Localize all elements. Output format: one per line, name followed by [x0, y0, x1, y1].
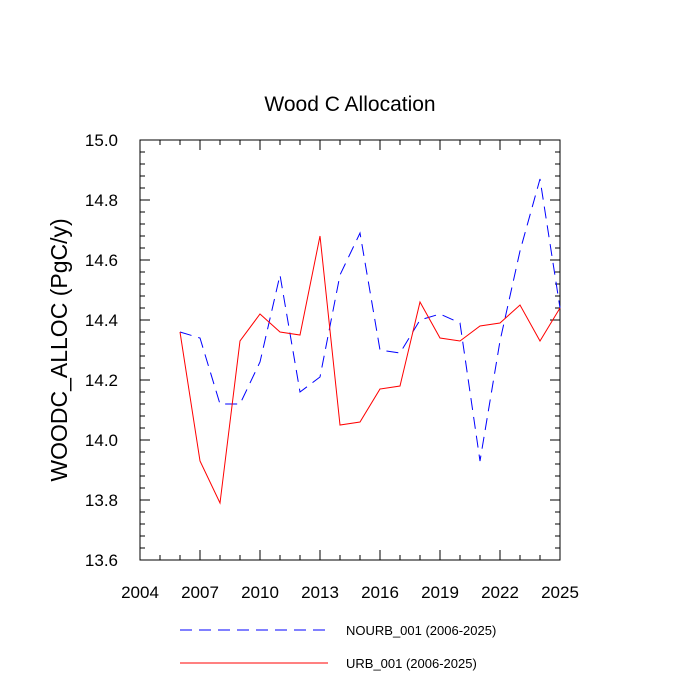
data-point-0 [499, 340, 502, 343]
data-point-0 [419, 319, 422, 322]
data-point-1 [319, 235, 322, 238]
y-tick-label: 13.6 [85, 551, 118, 570]
x-tick-label: 2004 [121, 583, 159, 602]
plot-frame [139, 139, 561, 561]
data-point-1 [219, 502, 222, 505]
y-tick-label: 14.2 [85, 371, 118, 390]
plot-area: 2004 2007 2010 2013 2016 2019 2022 2025 13.6 13.8… [85, 131, 579, 671]
data-point-1 [459, 340, 462, 343]
data-point-1 [299, 334, 302, 337]
data-point-0 [339, 274, 342, 277]
data-point-0 [519, 250, 522, 253]
data-point-1 [239, 340, 242, 343]
data-point-0 [319, 376, 322, 379]
data-point-0 [279, 274, 282, 277]
data-point-1 [539, 340, 542, 343]
data-point-1 [279, 331, 282, 334]
x-tick-label: 2019 [421, 583, 459, 602]
data-point-0 [359, 232, 362, 235]
data-point-1 [499, 322, 502, 325]
data-point-0 [479, 460, 482, 463]
series-line-0 [179, 178, 561, 462]
data-point-0 [439, 313, 442, 316]
data-point-1 [179, 331, 182, 334]
data-point-0 [299, 391, 302, 394]
data-point-1 [519, 304, 522, 307]
data-point-0 [399, 352, 402, 355]
y-tick-label: 14.0 [85, 431, 118, 450]
y-tick-label: 14.6 [85, 251, 118, 270]
data-point-1 [259, 313, 262, 316]
data-point-0 [239, 403, 242, 406]
data-point-1 [379, 388, 382, 391]
x-tick-label: 2013 [301, 583, 339, 602]
data-point-0 [379, 349, 382, 352]
y-tick-label: 13.8 [85, 491, 118, 510]
legend-label: NOURB_001 (2006-2025) [346, 623, 496, 638]
x-tick-label: 2025 [541, 583, 579, 602]
x-tick-label: 2007 [181, 583, 219, 602]
x-tick-label: 2022 [481, 583, 519, 602]
data-point-1 [559, 307, 562, 310]
data-point-1 [439, 337, 442, 340]
data-point-1 [399, 385, 402, 388]
y-axis-label: WOODC_ALLOC (PgC/y) [46, 218, 72, 481]
legend-label: URB_001 (2006-2025) [346, 656, 477, 671]
chart-title: Wood C Allocation [264, 93, 435, 116]
x-tick-label: 2016 [361, 583, 399, 602]
data-point-1 [479, 325, 482, 328]
data-point-1 [339, 424, 342, 427]
data-point-0 [459, 322, 462, 325]
series-line-1 [179, 235, 561, 505]
y-tick-label: 15.0 [85, 131, 118, 150]
y-tick-label: 14.4 [85, 311, 118, 330]
data-point-0 [259, 361, 262, 364]
data-point-0 [539, 178, 542, 181]
x-tick-label: 2010 [241, 583, 279, 602]
y-tick-label: 14.8 [85, 191, 118, 210]
data-point-0 [219, 403, 222, 406]
data-point-1 [359, 421, 362, 424]
data-point-1 [419, 301, 422, 304]
data-point-0 [199, 337, 202, 340]
data-point-1 [199, 460, 202, 463]
